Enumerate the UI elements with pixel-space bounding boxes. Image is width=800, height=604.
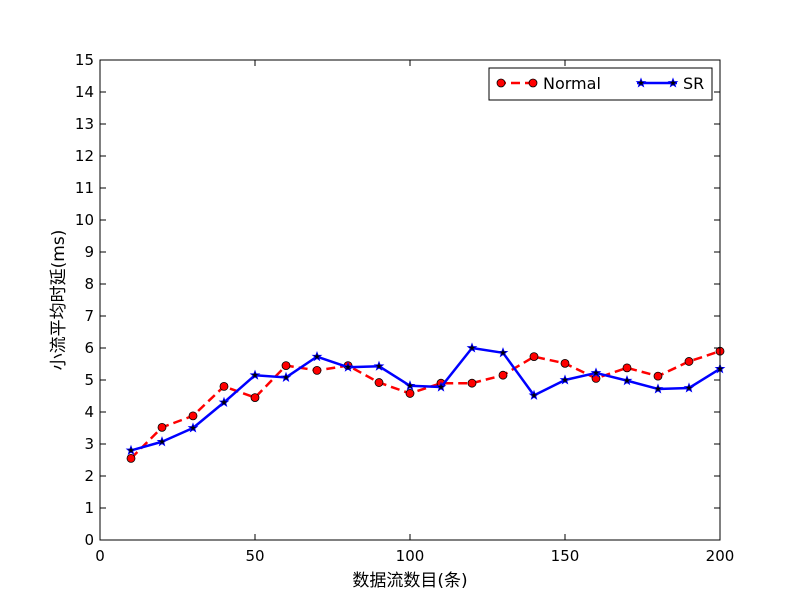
data-point-normal [281,361,291,371]
data-point-sr [342,361,354,372]
legend: Normal SR [488,67,713,101]
legend-marker-normal [496,78,506,88]
data-point-normal [312,365,322,375]
data-point-normal [126,453,136,463]
data-point-normal [467,378,477,388]
y-tick-label: 14 [75,83,94,101]
data-point-normal [684,357,694,366]
x-tick-label: 200 [706,547,735,565]
y-tick-label: 9 [84,243,94,261]
data-point-sr [621,375,633,386]
series-line-sr [130,346,721,452]
data-point-sr [590,367,602,378]
y-tick-label: 4 [84,403,94,421]
data-point-normal [250,393,260,403]
legend-marker-sr [667,77,679,88]
legend-label-normal: Normal [543,74,601,93]
data-point-normal [157,422,167,432]
data-point-normal [529,352,539,362]
data-point-sr [652,383,664,394]
data-point-sr [683,382,695,393]
data-point-normal [591,373,601,383]
y-tick-label: 7 [84,307,94,325]
y-tick-label: 0 [84,531,94,549]
data-point-sr [218,396,230,407]
y-tick-label: 10 [75,211,94,229]
series-line-normal [130,350,721,460]
y-tick-label: 1 [84,499,94,517]
data-point-normal [405,389,415,398]
y-tick-label: 6 [84,339,94,357]
legend-label-sr: SR [683,74,704,93]
x-tick-label: 100 [396,547,425,565]
marks-layer [125,342,726,463]
y-tick-label: 3 [84,435,94,453]
y-tick-label: 5 [84,371,94,389]
data-point-sr [187,422,199,433]
data-point-sr [156,436,168,447]
data-point-normal [653,371,663,381]
y-tick-label: 11 [75,179,94,197]
y-tick-label: 12 [75,147,94,165]
data-point-sr [311,351,323,362]
data-point-normal [560,358,570,368]
data-point-sr [435,381,447,392]
x-tick-label: 0 [95,547,105,565]
data-point-sr [466,342,478,353]
data-point-sr [125,444,137,455]
legend-marker-normal [528,78,538,88]
x-tick-label: 150 [551,547,580,565]
data-point-sr [528,389,540,400]
y-axis-label: 小流平均时延(ms) [49,230,69,371]
y-tick-label: 2 [84,467,94,485]
data-point-normal [188,411,198,421]
data-point-sr [404,380,416,391]
data-point-normal [498,370,508,380]
data-point-normal [219,381,229,391]
data-point-normal [622,363,632,373]
y-tick-label: 8 [84,275,94,293]
data-point-sr [373,360,385,371]
legend-items: Normal SR [496,74,704,93]
plot-frame [99,59,721,541]
y-tick-label: 13 [75,115,94,133]
x-tick-label: 50 [245,547,264,565]
legend-marker-sr [635,77,647,88]
data-point-sr [280,371,292,382]
data-point-sr [559,374,571,385]
x-axis-label: 数据流数目(条) [352,571,467,591]
data-point-normal [374,378,384,387]
data-point-sr [249,369,261,380]
y-tick-label: 15 [75,51,94,69]
data-point-sr [497,347,509,358]
